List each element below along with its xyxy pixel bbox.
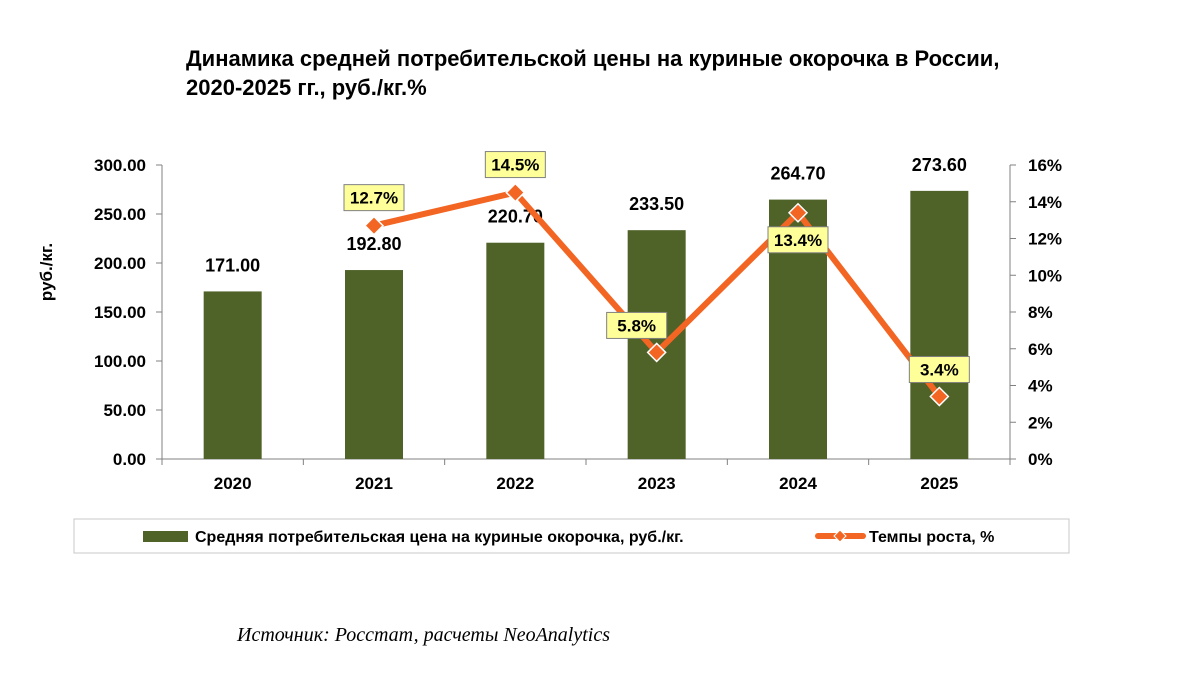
y2-tick-label: 10% (1028, 266, 1062, 285)
y2-tick-label: 8% (1028, 303, 1053, 322)
chart-title-line-2: 2020-2025 гг., руб./кг.% (186, 75, 427, 100)
bar-value-label: 171.00 (205, 255, 260, 275)
x-tick-label: 2021 (355, 474, 393, 493)
x-tick-label: 2023 (638, 474, 676, 493)
y2-tick-label: 12% (1028, 230, 1062, 249)
chart-title-line-1: Динамика средней потребительской цены на… (186, 46, 1000, 71)
source-note: Источник: Росстат, расчеты NeoAnalytics (237, 624, 610, 646)
growth-label: 3.4% (920, 361, 959, 380)
x-tick-label: 2025 (920, 474, 958, 493)
y2-tick-label: 2% (1028, 413, 1053, 432)
y-tick-label: 100.00 (94, 352, 146, 371)
y2-tick-label: 14% (1028, 193, 1062, 212)
chart-title: Динамика средней потребительской цены на… (186, 44, 1146, 102)
growth-label-box (343, 184, 405, 212)
y-tick-label: 250.00 (94, 205, 146, 224)
growth-rate-marker-2021 (363, 215, 385, 236)
y2-tick-label: 0% (1028, 450, 1053, 469)
growth-label: 14.5% (491, 156, 539, 175)
x-tick-label: 2022 (496, 474, 534, 493)
bar-value-label: 233.50 (629, 194, 684, 214)
legend-bar-label: Средняя потребительская цена на куриные … (195, 529, 684, 546)
bar-2020 (203, 291, 262, 459)
y2-tick-label: 6% (1028, 340, 1053, 359)
growth-label: 5.8% (617, 316, 656, 335)
y-tick-label: 200.00 (94, 254, 146, 273)
growth-rate-marker-2025 (929, 386, 950, 407)
growth-label-box (767, 226, 829, 254)
y2-tick-label: 4% (1028, 377, 1053, 396)
growth-label-box (908, 356, 970, 384)
growth-rate-marker-2023 (646, 342, 667, 363)
growth-label-box (484, 151, 546, 179)
y-axis-title: руб./кг. (37, 243, 56, 301)
growth-label: 13.4% (774, 231, 822, 250)
legend-line-label: Темпы роста, % (869, 529, 994, 546)
x-tick-label: 2024 (779, 474, 817, 493)
growth-rate-marker-2024 (787, 202, 809, 223)
legend-box (73, 518, 1070, 554)
y-tick-label: 300.00 (94, 156, 146, 175)
y-tick-label: 50.00 (103, 401, 146, 420)
growth-rate-marker-2022 (505, 182, 526, 203)
legend-line-marker (833, 529, 847, 543)
bar-value-label: 192.80 (346, 234, 401, 254)
y-tick-label: 0.00 (113, 450, 146, 469)
growth-label-box (606, 311, 668, 339)
bar-value-label: 264.70 (770, 164, 825, 184)
bar-2021 (345, 270, 403, 459)
legend-bar-swatch (143, 531, 188, 542)
bar-2022 (486, 242, 545, 459)
growth-label: 12.7% (350, 189, 398, 208)
bar-value-label: 273.60 (912, 155, 967, 175)
x-tick-label: 2020 (214, 474, 252, 493)
y-tick-label: 150.00 (94, 303, 146, 322)
y2-tick-label: 16% (1028, 156, 1062, 175)
bar-2025 (910, 190, 969, 459)
